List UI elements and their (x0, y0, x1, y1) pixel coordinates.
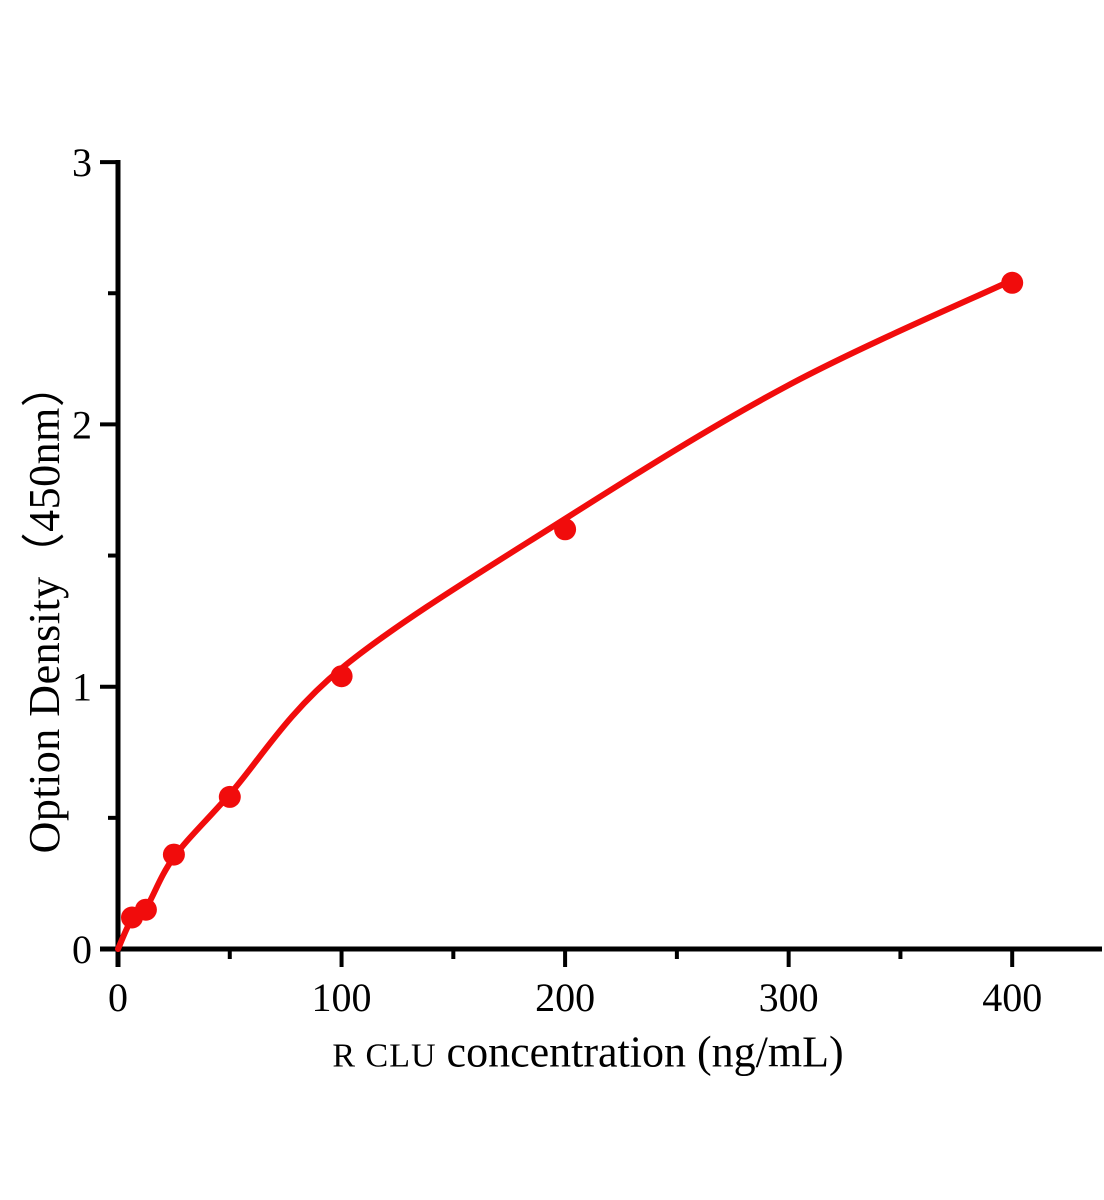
data-point (554, 518, 577, 541)
y-tick-label: 0 (72, 927, 92, 972)
x-axis-title-main: concentration (ng/mL) (446, 1027, 844, 1077)
data-point (162, 843, 185, 866)
data-point (134, 898, 157, 921)
y-tick-label: 2 (72, 402, 92, 447)
y-axis-title: Option Density（450nm） (20, 362, 69, 854)
data-point (1001, 271, 1024, 294)
data-point (330, 665, 353, 688)
data-point (218, 785, 241, 808)
x-tick-label: 0 (108, 975, 128, 1020)
x-tick-label: 200 (535, 975, 595, 1020)
standard-curve-line (115, 277, 1016, 952)
x-tick-label: 100 (312, 975, 372, 1020)
x-axis-title: R CLU concentration (ng/mL) (332, 1027, 843, 1078)
x-axis-title-prefix: R CLU (332, 1037, 437, 1075)
x-tick-label: 400 (982, 975, 1042, 1020)
x-tick-label: 300 (759, 975, 819, 1020)
y-tick-label: 1 (72, 665, 92, 710)
y-tick-label: 3 (72, 140, 92, 185)
